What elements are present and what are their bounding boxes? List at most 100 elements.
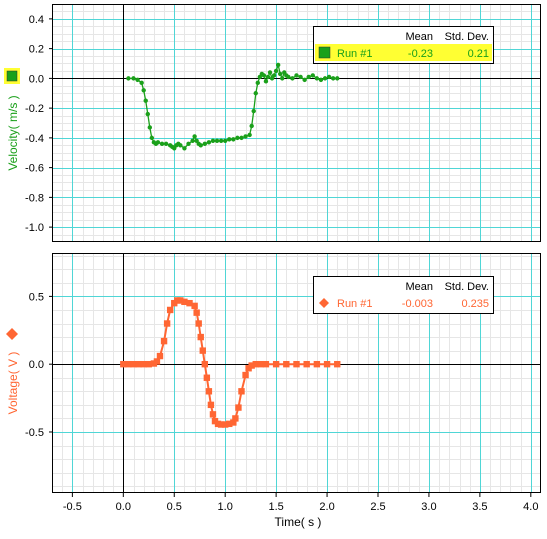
y-tick-label: -0.2 <box>25 103 44 115</box>
legend-series-std: 0.235 <box>461 298 489 310</box>
data-point <box>207 401 215 409</box>
y-tick-label: -0.4 <box>25 133 44 145</box>
data-point <box>306 74 311 80</box>
data-point <box>314 76 320 81</box>
data-point <box>145 360 152 368</box>
legend: Mean Std. Dev. Run #1 -0.23 0.21 <box>313 26 494 64</box>
data-point <box>126 76 131 81</box>
data-point <box>239 135 244 141</box>
data-point <box>335 76 340 81</box>
data-point <box>251 108 256 114</box>
legend-marker-square <box>318 46 331 59</box>
data-point <box>247 132 252 138</box>
y-tick-label: 0.5 <box>29 291 44 303</box>
data-point <box>163 320 171 327</box>
legend-series-mean: -0.003 <box>402 298 433 310</box>
data-point <box>283 360 290 368</box>
y-tick-label: -0.6 <box>25 163 44 175</box>
plot-frame <box>52 4 541 242</box>
data-point <box>286 74 291 80</box>
x-tick-label: -0.5 <box>63 501 82 513</box>
data-point <box>202 141 208 147</box>
data-point <box>153 358 161 365</box>
data-point <box>310 73 315 78</box>
data-point <box>193 309 200 316</box>
data-point <box>313 360 321 368</box>
data-point <box>135 360 142 368</box>
data-point <box>214 138 220 144</box>
x-tick-label: 1.5 <box>268 501 283 513</box>
data-point <box>205 388 213 395</box>
data-point <box>232 415 239 422</box>
data-point <box>159 141 165 147</box>
data-point <box>181 298 188 306</box>
series-group <box>126 62 340 151</box>
x-tick-label: 3.0 <box>421 501 436 513</box>
plot-frame <box>52 253 541 493</box>
y-axis-label: Velocity( m/s ) <box>6 95 20 170</box>
legend-marker-diamond <box>319 298 329 308</box>
data-point <box>267 70 273 75</box>
panel-2: 0.5 0.0 -0.5 -0.5 0.0 0.5 1.0 1.5 2.0 2.5 3.0 3.5 4.… <box>6 253 541 529</box>
legend-series-std: 0.21 <box>468 48 489 60</box>
data-point <box>252 360 259 368</box>
legend-series-name: Run #1 <box>337 48 372 60</box>
data-point <box>186 141 191 147</box>
data-point <box>145 111 150 117</box>
x-tick-label: 3.5 <box>472 501 487 513</box>
data-point <box>210 138 216 144</box>
data-point <box>131 76 136 81</box>
data-point <box>272 360 280 368</box>
data-point <box>199 347 206 354</box>
data-point <box>293 360 300 368</box>
data-point <box>143 98 148 103</box>
data-point <box>318 77 324 83</box>
y-tick-label: 0.4 <box>29 14 44 26</box>
data-point <box>262 360 270 368</box>
data-point <box>323 360 331 368</box>
legend-header-mean: Mean <box>405 31 433 43</box>
panel-1: 0.4 0.2 0.0 -0.2 -0.4 -0.6 -0.8 -1.0 Velocity( m… <box>4 4 541 242</box>
legend-series-name: Run #1 <box>337 298 372 310</box>
data-point <box>191 302 198 310</box>
x-tick-label: 2.5 <box>370 501 385 513</box>
data-point <box>163 141 169 147</box>
data-point <box>218 138 224 144</box>
y-tick-label: 0.0 <box>29 359 44 371</box>
data-point <box>135 77 140 83</box>
y-tick-label: -1.0 <box>25 222 44 234</box>
x-tick-label: 0.5 <box>167 501 182 513</box>
data-point <box>278 71 283 77</box>
data-point <box>280 76 285 81</box>
data-point <box>330 76 336 81</box>
data-point <box>249 123 254 129</box>
data-point <box>257 360 265 368</box>
data-point <box>253 91 258 96</box>
data-point <box>326 74 332 80</box>
x-tick-label: 4.0 <box>523 501 538 513</box>
y-tick-label: 0.0 <box>29 73 44 85</box>
data-point <box>147 125 152 130</box>
data-point <box>242 371 249 379</box>
data-point <box>190 138 195 144</box>
data-point <box>195 320 202 327</box>
data-point <box>221 421 229 428</box>
data-point <box>322 76 328 81</box>
series-swatch-square <box>6 70 18 82</box>
data-point <box>125 360 132 368</box>
data-point <box>160 337 168 345</box>
data-point <box>226 420 233 428</box>
data-point <box>217 421 225 428</box>
legend-header-mean: Mean <box>405 281 433 293</box>
y-axis-label: Voltage( V ) <box>6 352 20 415</box>
data-point <box>294 73 299 78</box>
legend-box <box>313 276 494 314</box>
x-tick-label: 2.0 <box>319 501 334 513</box>
data-point <box>201 360 209 368</box>
y-tick-label: -0.8 <box>25 192 44 204</box>
data-point <box>298 74 303 80</box>
data-point <box>178 143 183 148</box>
data-point <box>197 333 204 341</box>
data-point <box>198 143 203 148</box>
